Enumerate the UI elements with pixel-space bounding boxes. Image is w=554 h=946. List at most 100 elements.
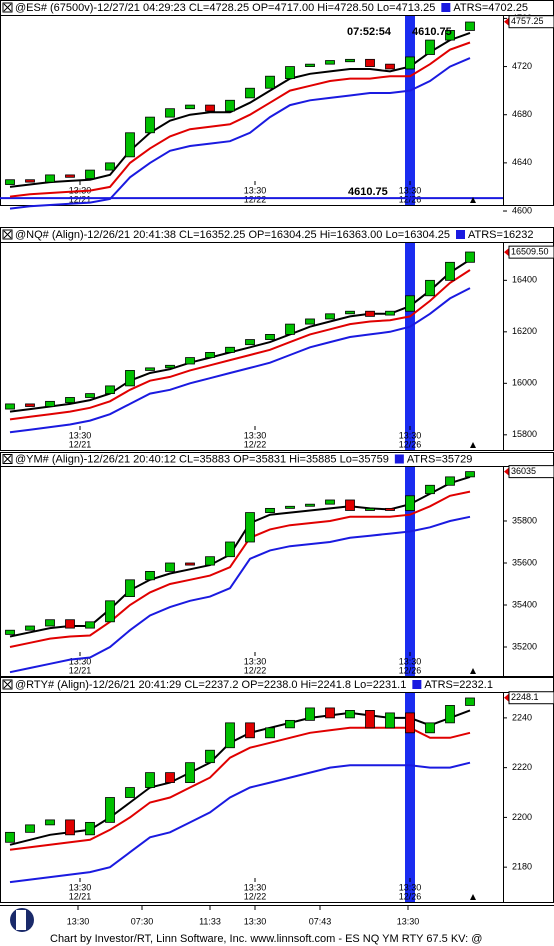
candle [245,87,255,99]
candle [425,39,435,55]
candle [65,397,75,404]
atrs-label: ATRS=4702.25 [453,2,528,14]
band-line [9,515,471,674]
x-date-label: 12/26 [399,665,422,675]
candle [405,56,415,70]
last-price-label: 4757.25 [511,16,544,26]
candle [225,722,235,749]
band-line [9,269,471,421]
footer: Chart by Investor/RT, Linn Software, Inc… [50,933,482,945]
y-tick-label: 4600 [512,205,532,215]
candle [85,821,95,836]
atrs-swatch [441,3,451,12]
close-box-x [3,455,12,463]
candle [125,370,135,387]
candle [205,556,215,566]
y-tick-label: 35600 [512,557,537,567]
candle [285,719,295,729]
y-tick-label: 2240 [512,712,532,722]
x-tick-label: 13:30 [69,430,92,440]
panel-title: @ES# (67500v)-12/27/21 04:29:23 CL=4728.… [15,2,435,14]
y-tick-label: 16200 [512,326,537,336]
last-price-box [508,465,554,479]
candle [145,772,155,788]
time-tick-label: 13:30 [244,916,267,926]
candle [205,352,215,358]
candle [45,819,55,826]
time-tick-label: 13:30 [67,916,90,926]
x-tick-label: 13:30 [244,656,267,666]
candle [405,712,415,734]
x-date-label: 12/26 [399,194,422,204]
y-tick-label: 16400 [512,275,537,285]
x-tick-label: 13:30 [69,882,92,892]
candle [5,179,15,185]
candle [165,562,175,572]
candle [325,707,335,719]
level-label: 4610.75 [348,186,388,198]
candle [445,30,455,41]
candle [285,66,295,79]
candle [385,507,395,511]
band-line [9,57,471,210]
candle [145,570,155,581]
candle [385,712,395,729]
x-date-label: 12/26 [399,439,422,449]
candle [285,323,295,335]
panel-title: @RTY# (Align)-12/26/21 20:41:29 CL=2237.… [15,679,406,691]
candle [145,367,155,371]
time-tick-label: 13:30 [397,916,420,926]
x-tick-label: 13:30 [244,430,267,440]
candle [105,385,115,395]
candle [25,625,35,631]
candle [385,310,395,316]
y-tick-label: 35800 [512,515,537,525]
scroll-marker [470,197,476,203]
candle [225,346,235,353]
y-tick-label: 16000 [512,378,537,388]
band-line [9,490,471,648]
candle [165,364,175,369]
x-date-label: 12/22 [244,891,267,901]
y-tick-label: 35400 [512,599,537,609]
atrs-swatch [394,454,404,464]
scroll-marker [470,894,476,900]
close-box-x [3,3,12,12]
logo [10,908,34,932]
candle [345,310,355,315]
x-tick-label: 13:30 [69,656,92,666]
y-tick-label: 2200 [512,812,532,822]
candle [265,333,275,340]
candle [445,476,455,486]
clock-price: 4610.75 [412,26,452,38]
atrs-swatch [412,680,422,689]
x-tick-label: 13:30 [399,430,422,440]
candle [345,499,355,511]
candle [265,727,275,739]
x-date-label: 12/21 [69,439,92,449]
x-date-label: 12/26 [399,891,422,901]
candle [185,562,195,566]
candle [425,722,435,734]
time-tick-label: 11:33 [199,916,221,926]
candle [425,279,435,297]
candle [265,507,275,513]
candle [165,772,175,783]
candle [365,710,375,729]
candle [65,174,75,178]
candle [285,505,295,509]
x-tick-label: 13:30 [244,185,267,195]
candle [5,629,15,635]
x-date-label: 12/21 [69,665,92,675]
candle [345,710,355,719]
candle [65,619,75,629]
atrs-label: ATRS=16232 [468,229,534,241]
y-tick-label: 35200 [512,641,537,651]
candle [145,116,155,134]
candle [85,169,95,179]
candle [85,621,95,629]
last-price-box [508,15,554,29]
y-tick-label: 2180 [512,862,532,872]
candle [305,503,315,507]
candle [205,749,215,764]
